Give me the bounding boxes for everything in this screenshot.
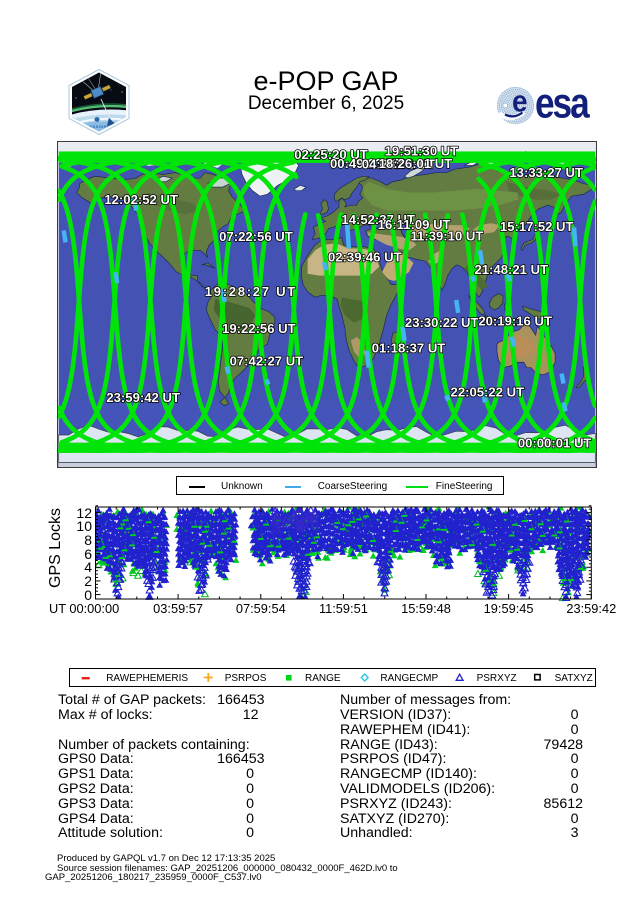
svg-text:19:51:30 UT: 19:51:30 UT [385, 144, 459, 159]
svg-text:15:17:52 UT: 15:17:52 UT [500, 219, 574, 234]
svg-text:11:39:10 UT: 11:39:10 UT [410, 228, 483, 243]
svg-text:12:02:52 UT: 12:02:52 UT [104, 192, 178, 207]
svg-text:07:42:27 UT: 07:42:27 UT [230, 354, 304, 369]
svg-text:02:25:20 UT: 02:25:20 UT [294, 147, 368, 162]
svg-text:22:05:22 UT: 22:05:22 UT [451, 384, 525, 399]
svg-text:14:52:37 UT: 14:52:37 UT [341, 212, 415, 227]
svg-text:23:59:42 UT: 23:59:42 UT [106, 390, 180, 405]
svg-text:00:00:01 UT: 00:00:01 UT [518, 435, 592, 450]
svg-text:16:11:09 UT: 16:11:09 UT [378, 217, 451, 232]
svg-text:18:26:01 UT: 18:26:01 UT [379, 156, 453, 171]
svg-text:13:33:27 UT: 13:33:27 UT [509, 165, 583, 180]
svg-text:19:28:27 UT: 19:28:27 UT [205, 284, 297, 299]
svg-text:e: e [512, 87, 528, 119]
svg-text:04:28:01 UT: 04:28:01 UT [362, 157, 436, 172]
svg-text:19:22:56 UT: 19:22:56 UT [222, 321, 296, 336]
svg-text:07:22:56 UT: 07:22:56 UT [219, 229, 293, 244]
svg-text:23:30:22 UT: 23:30:22 UT [405, 315, 479, 330]
svg-text:21:48:21 UT: 21:48:21 UT [474, 262, 548, 277]
svg-text:00:49:23 UT: 00:49:23 UT [330, 156, 404, 171]
svg-text:02:39:46 UT: 02:39:46 UT [328, 250, 402, 265]
svg-text:20:19:16 UT: 20:19:16 UT [478, 313, 552, 328]
svg-text:esa: esa [535, 87, 591, 127]
svg-text:CASSIOPE: CASSIOPE [86, 124, 111, 129]
svg-text:01:18:37 UT: 01:18:37 UT [372, 341, 446, 356]
